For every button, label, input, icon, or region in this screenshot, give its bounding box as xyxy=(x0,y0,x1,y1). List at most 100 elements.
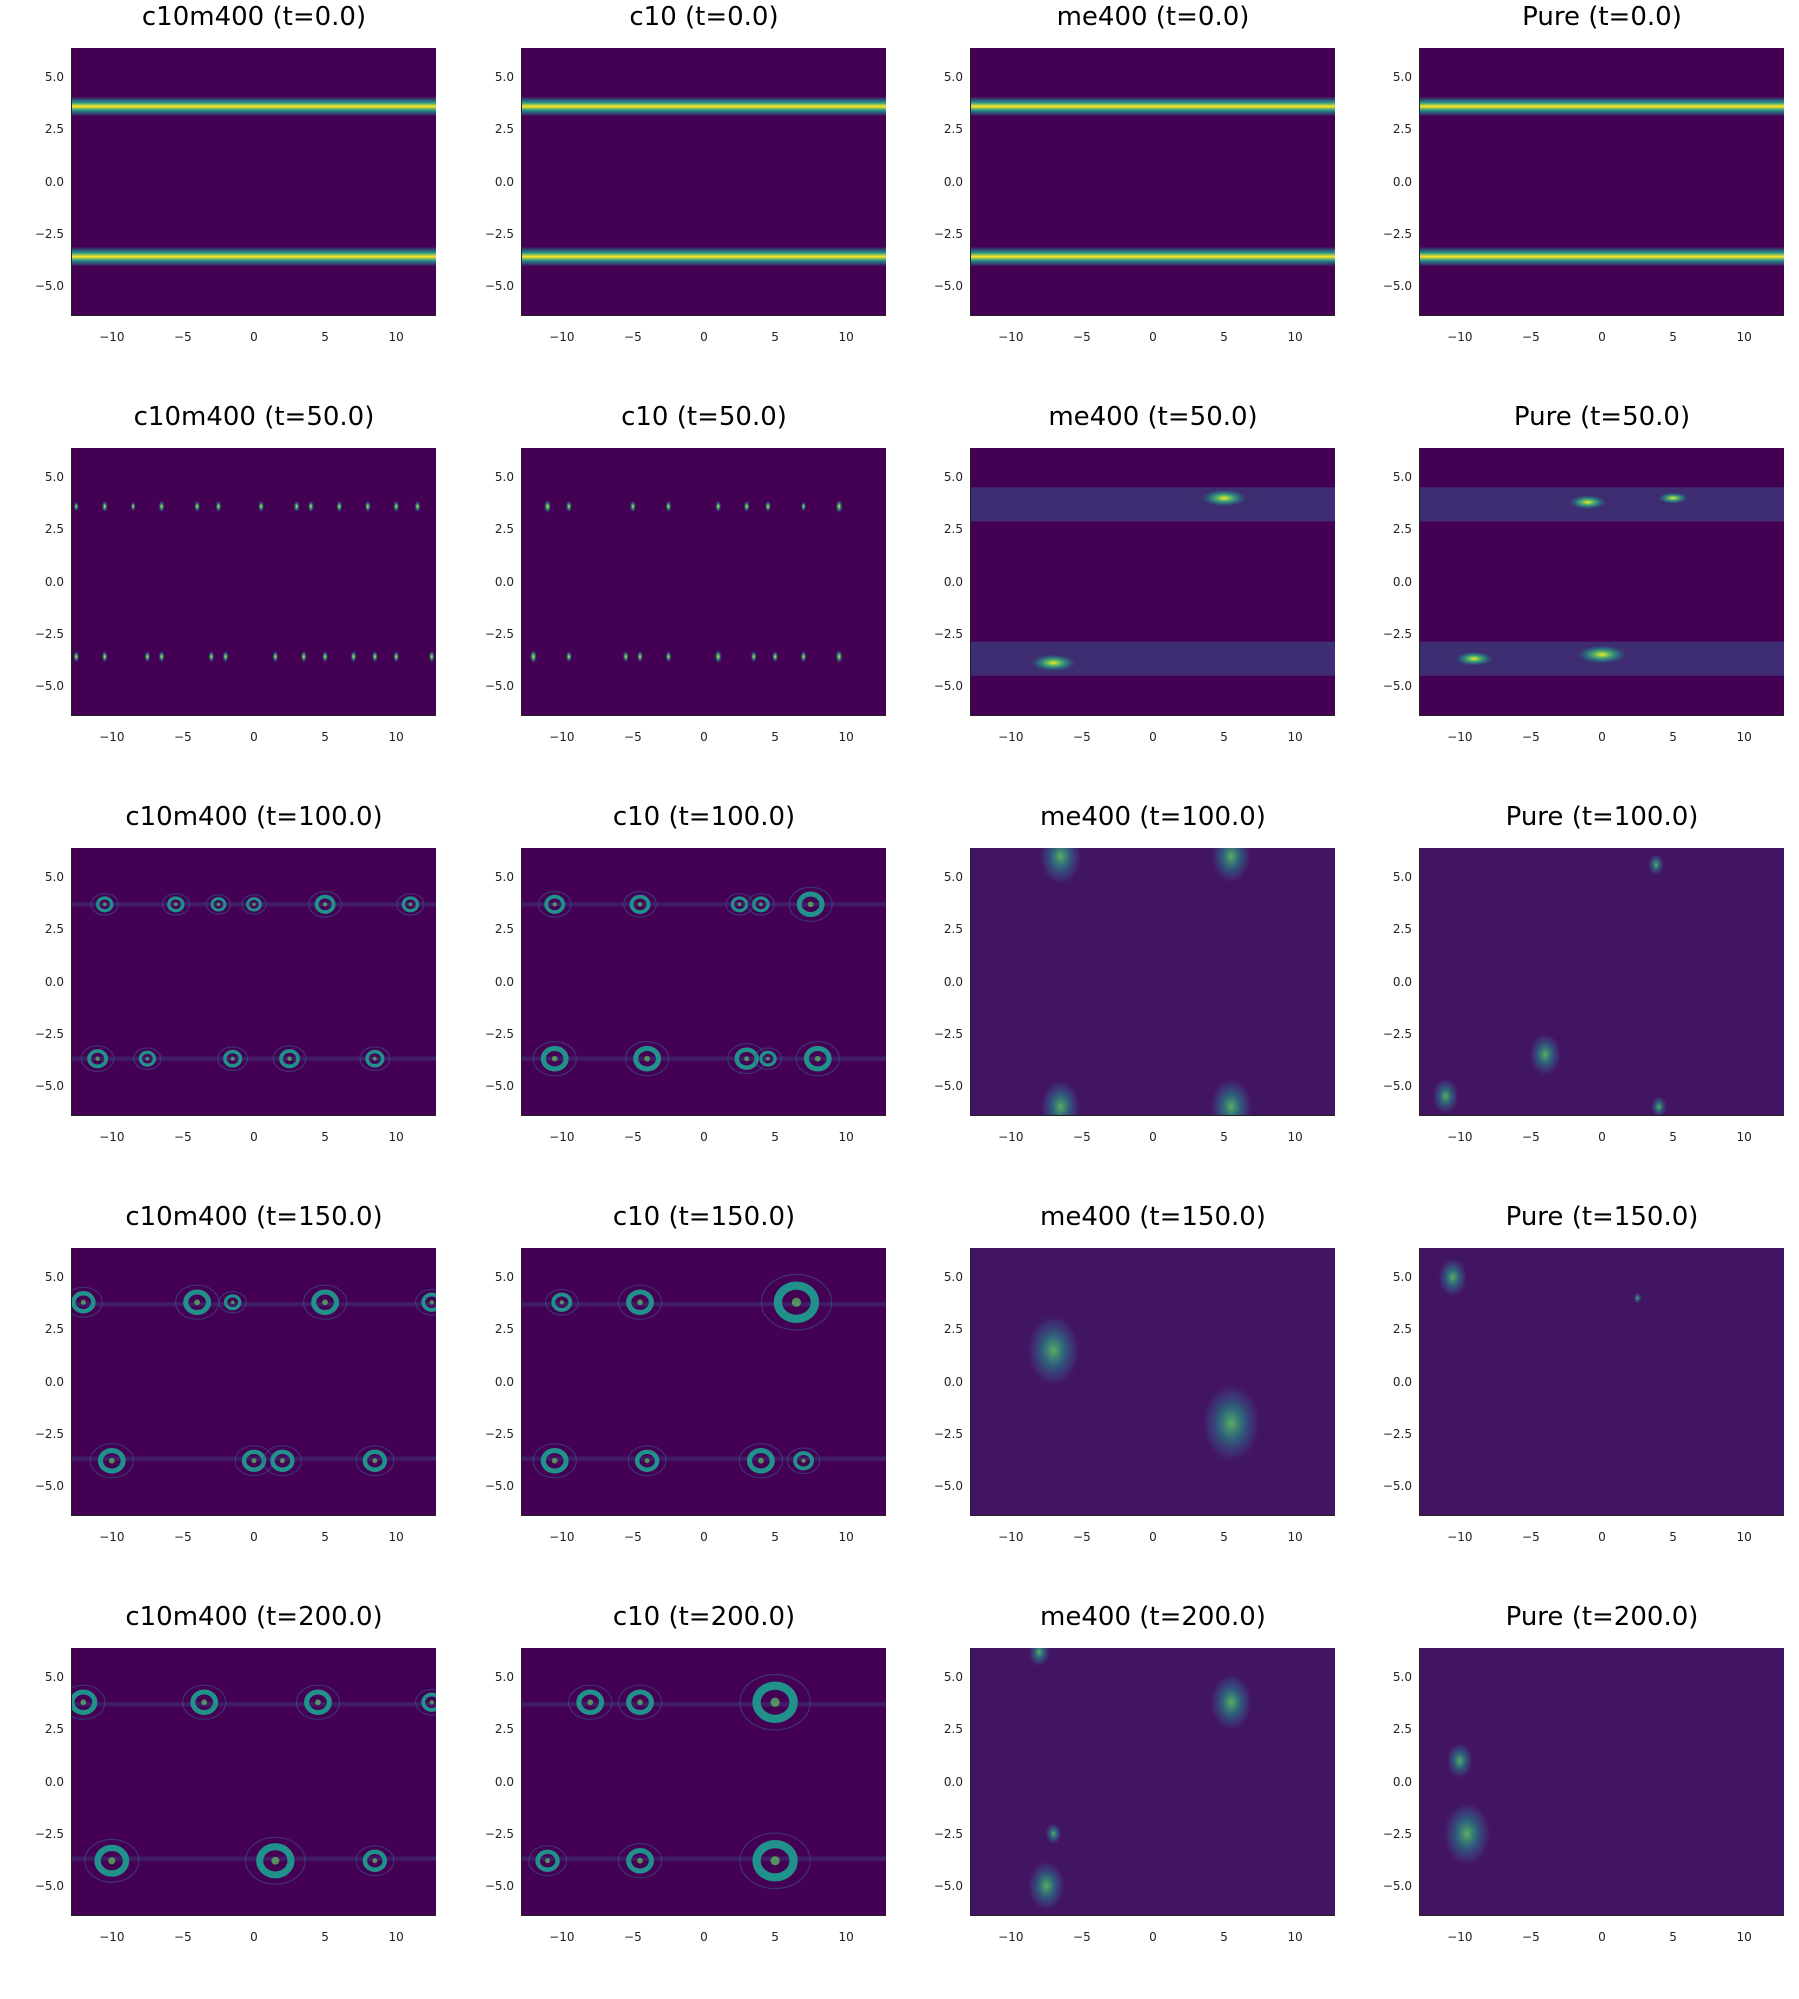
vortex-ring xyxy=(734,1047,759,1070)
heatmap-area xyxy=(72,448,436,715)
y-axis-line xyxy=(1419,848,1420,1115)
x-axis-line xyxy=(71,315,436,316)
density-band xyxy=(72,246,436,267)
density-spot xyxy=(307,500,315,513)
density-spot xyxy=(565,650,573,663)
y-tick-label: 0.0 xyxy=(494,1374,514,1389)
y-tick-label: 2.5 xyxy=(44,1722,64,1737)
vortex-ring xyxy=(752,1839,798,1882)
turbulent-patch xyxy=(1572,643,1632,666)
x-tick-label: 5 xyxy=(1669,730,1677,744)
vortex-ring xyxy=(72,1291,96,1314)
x-tick-label: 5 xyxy=(1669,1930,1677,1944)
y-tick-label: −5.0 xyxy=(484,1878,514,1893)
heatmap-svg xyxy=(971,1648,1335,1915)
panel-title: c10 (t=0.0) xyxy=(629,2,779,32)
density-spot xyxy=(629,500,637,513)
heatmap-area xyxy=(72,48,436,315)
diffuse-cloud xyxy=(1633,1292,1642,1304)
heatmap-svg xyxy=(72,500,436,663)
y-tick-label: 2.5 xyxy=(494,1322,514,1337)
x-tick-label: 5 xyxy=(771,1930,779,1944)
y-tick-label: 0.0 xyxy=(44,974,64,989)
vortex-core xyxy=(637,1299,643,1306)
density-band xyxy=(971,246,1335,267)
panel-title: me400 (t=200.0) xyxy=(1040,1602,1266,1632)
panel-title: Pure (t=100.0) xyxy=(1505,802,1699,832)
x-axis-line xyxy=(970,715,1335,716)
filament-layer xyxy=(522,1856,886,1861)
y-tick-label: −5.0 xyxy=(484,278,514,293)
x-tick-label: 0 xyxy=(700,330,708,344)
x-tick-label: −10 xyxy=(549,1130,575,1144)
y-axis-line xyxy=(71,48,72,315)
filament-layer xyxy=(522,1056,886,1061)
density-spot xyxy=(414,500,421,513)
vortex-ring xyxy=(551,1292,573,1312)
y-tick-label: −2.5 xyxy=(484,226,514,241)
x-tick-label: 5 xyxy=(321,330,329,344)
heatmap-area xyxy=(971,1248,1335,1515)
vortex-halo xyxy=(272,1045,307,1073)
filament-layer xyxy=(971,641,1335,676)
y-tick-label: 2.5 xyxy=(1392,522,1412,537)
vortex-halo xyxy=(727,1043,767,1075)
y-tick-label: −5.0 xyxy=(484,1078,514,1093)
x-tick-label: 5 xyxy=(1669,1130,1677,1144)
heatmap-svg xyxy=(522,96,886,267)
vortex-halo xyxy=(359,1046,391,1072)
x-axis-line xyxy=(521,715,886,716)
vortex-core xyxy=(737,902,742,907)
density-spot xyxy=(543,498,552,514)
vortex-ring xyxy=(626,1847,654,1874)
y-tick-label: 5.0 xyxy=(1392,470,1412,485)
vortex-halo xyxy=(355,1445,395,1477)
vortex-core xyxy=(230,1056,235,1061)
x-tick-label: −5 xyxy=(1073,1130,1091,1144)
heatmap-svg xyxy=(529,498,844,665)
vortex-core xyxy=(559,1300,564,1305)
vortex-halo xyxy=(414,1688,436,1716)
y-tick-label: 5.0 xyxy=(44,1270,64,1285)
vortex-core xyxy=(552,902,557,907)
x-tick-label: −5 xyxy=(1522,1930,1540,1944)
y-tick-label: 2.5 xyxy=(1392,1322,1412,1337)
y-tick-label: −2.5 xyxy=(1382,1026,1412,1041)
x-tick-label: 10 xyxy=(1287,1930,1303,1944)
x-tick-label: 0 xyxy=(1149,1130,1157,1144)
x-tick-label: −5 xyxy=(1522,1530,1540,1544)
density-spot xyxy=(158,500,165,513)
diffuse-cloud xyxy=(1441,1799,1493,1869)
vortex-core xyxy=(80,1299,86,1305)
y-tick-label: 5.0 xyxy=(494,70,514,85)
x-tick-label: 0 xyxy=(1598,1130,1606,1144)
diffuse-cloud xyxy=(1027,1648,1051,1668)
y-tick-label: 2.5 xyxy=(943,1322,963,1337)
x-tick-label: 5 xyxy=(771,1130,779,1144)
filament-layer xyxy=(72,1302,436,1307)
panel-title: c10 (t=150.0) xyxy=(612,1202,796,1232)
y-tick-label: 2.5 xyxy=(943,122,963,137)
panel-title: c10m400 (t=150.0) xyxy=(125,1202,383,1232)
y-tick-label: 0.0 xyxy=(943,1774,963,1789)
y-axis-line xyxy=(1419,1248,1420,1515)
density-spot xyxy=(529,649,538,665)
heatmap-svg xyxy=(72,96,436,267)
x-tick-label: 0 xyxy=(700,730,708,744)
heatmap-svg xyxy=(522,1273,886,1479)
density-spot xyxy=(743,500,751,513)
y-tick-label: −5.0 xyxy=(484,1478,514,1493)
y-tick-label: 2.5 xyxy=(943,922,963,937)
x-tick-label: 5 xyxy=(321,1530,329,1544)
vortex-halo xyxy=(788,886,833,922)
vortex-core xyxy=(279,1458,285,1464)
vortex-ring xyxy=(94,1844,130,1877)
heatmap-area xyxy=(1420,448,1784,715)
y-tick-label: 2.5 xyxy=(494,1722,514,1737)
vortex-halo xyxy=(414,1288,436,1316)
y-tick-label: 0.0 xyxy=(44,574,64,589)
vortex-halo xyxy=(182,1684,227,1720)
y-tick-label: −2.5 xyxy=(484,1826,514,1841)
heatmap-area xyxy=(72,1248,436,1515)
x-axis-line xyxy=(970,1515,1335,1516)
